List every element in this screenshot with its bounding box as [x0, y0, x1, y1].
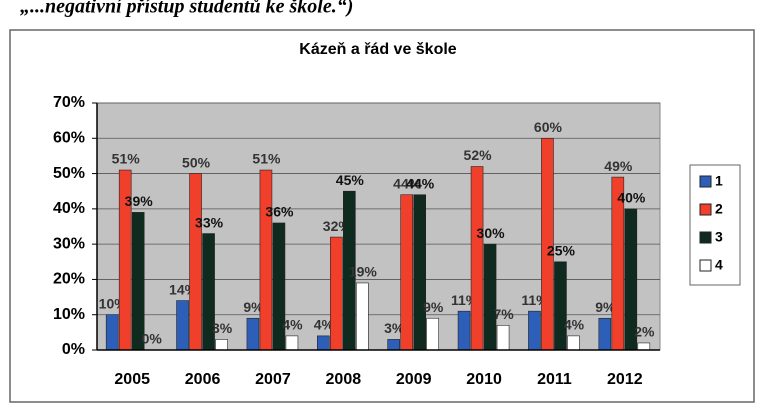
y-tick-label: 30% — [53, 235, 85, 252]
legend-swatch — [699, 203, 712, 216]
data-label: 0% — [142, 331, 163, 347]
y-tick-label: 60% — [53, 130, 85, 147]
data-label: 44% — [406, 175, 435, 191]
legend-swatch — [699, 175, 712, 188]
y-tick-label: 0% — [62, 341, 85, 358]
bar — [554, 261, 567, 351]
data-label: 40% — [617, 190, 646, 206]
data-label: 4% — [282, 317, 303, 333]
bar — [598, 317, 612, 351]
y-tick-label: 20% — [53, 271, 85, 288]
bar — [387, 339, 400, 351]
legend-label: 4 — [715, 257, 723, 273]
bar — [470, 166, 484, 351]
legend — [689, 164, 741, 286]
bar — [528, 310, 541, 351]
data-label: 4% — [314, 317, 335, 333]
bar — [189, 173, 202, 351]
data-label: 30% — [477, 225, 506, 241]
bar — [215, 339, 228, 351]
data-label: 3% — [212, 320, 233, 336]
bar — [176, 300, 189, 351]
bar — [400, 194, 413, 351]
data-label: 44% — [393, 175, 422, 191]
bar — [496, 324, 510, 351]
x-tick-label: 2012 — [607, 371, 643, 388]
data-label: 4% — [564, 317, 585, 333]
bar — [259, 169, 273, 351]
bar — [483, 243, 497, 351]
bar — [285, 335, 299, 351]
y-tick-label: 70% — [53, 94, 85, 111]
data-label: 7% — [493, 306, 514, 322]
legend-label: 3 — [715, 229, 723, 245]
data-label: 33% — [195, 214, 224, 230]
x-tick-label: 2006 — [185, 371, 221, 388]
caption: „...negativní přístup studentů ke škole.… — [20, 0, 353, 18]
data-label: 39% — [125, 193, 154, 209]
data-label: 3% — [384, 320, 405, 336]
x-tick-label: 2005 — [114, 371, 150, 388]
x-tick-label: 2009 — [396, 371, 432, 388]
legend-label: 2 — [715, 201, 723, 217]
bar — [246, 317, 260, 351]
x-tick-label: 2008 — [326, 371, 362, 388]
x-tick-label: 2007 — [255, 371, 291, 388]
legend-swatch — [699, 259, 712, 272]
legend-swatch — [699, 231, 712, 244]
data-label: 19% — [349, 264, 378, 280]
data-label: 9% — [423, 299, 444, 315]
bar — [356, 282, 369, 351]
bar — [567, 335, 580, 351]
data-label: 50% — [182, 154, 211, 170]
bar — [426, 317, 439, 351]
data-label: 2% — [634, 324, 655, 340]
data-label: 52% — [464, 147, 493, 163]
y-tick-label: 50% — [53, 165, 85, 182]
data-label: 51% — [252, 151, 281, 167]
bar — [637, 342, 651, 351]
bar — [131, 212, 145, 351]
legend-label: 1 — [715, 173, 723, 189]
data-label: 9% — [595, 299, 616, 315]
bar — [330, 236, 343, 351]
y-tick-label: 40% — [53, 200, 85, 217]
data-label: 49% — [604, 158, 633, 174]
data-label: 36% — [265, 204, 294, 220]
chart-title: Kázeň a řád ve škole — [299, 41, 457, 58]
data-label: 51% — [112, 151, 141, 167]
data-label: 45% — [336, 172, 365, 188]
bar — [105, 314, 119, 351]
x-tick-label: 2010 — [466, 371, 502, 388]
data-label: 60% — [534, 119, 563, 135]
bar — [457, 310, 471, 351]
x-tick-label: 2011 — [537, 371, 572, 388]
y-tick-label: 10% — [53, 306, 85, 323]
bar — [413, 194, 426, 351]
bar — [317, 335, 330, 351]
data-label: 9% — [243, 299, 264, 315]
data-label: 25% — [547, 242, 576, 258]
